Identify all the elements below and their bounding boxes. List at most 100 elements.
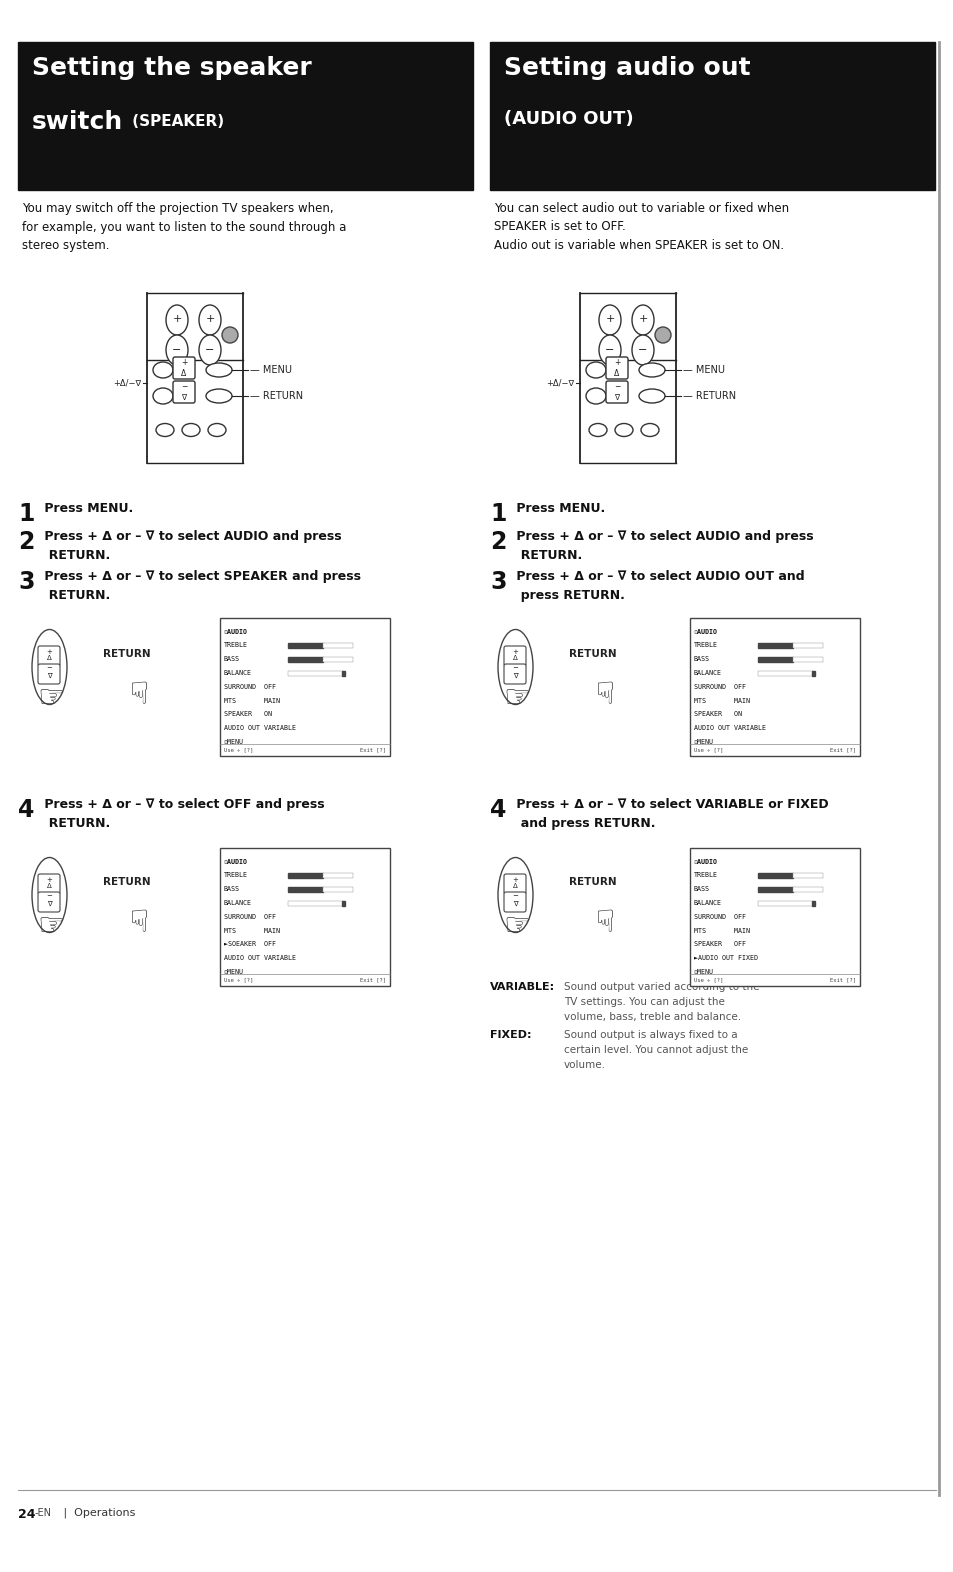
Bar <box>758 874 792 879</box>
Text: −
∇: − ∇ <box>512 893 517 907</box>
Text: +Δ/−∇: +Δ/−∇ <box>112 379 141 388</box>
Text: Use ÷ [?]: Use ÷ [?] <box>224 978 253 982</box>
Text: 3: 3 <box>490 571 506 594</box>
Bar <box>792 643 822 648</box>
Ellipse shape <box>32 629 67 704</box>
Text: ☉AUDIO: ☉AUDIO <box>224 858 248 865</box>
Ellipse shape <box>640 423 659 437</box>
Ellipse shape <box>199 305 221 335</box>
Text: −: − <box>638 344 647 355</box>
FancyBboxPatch shape <box>503 663 525 684</box>
Bar <box>792 874 822 879</box>
Bar <box>288 643 323 648</box>
Text: 24: 24 <box>18 1508 35 1522</box>
Ellipse shape <box>156 423 173 437</box>
Text: 4: 4 <box>18 799 34 822</box>
Text: ☉MENU: ☉MENU <box>224 968 244 975</box>
Ellipse shape <box>639 388 664 402</box>
Text: Sound output is always fixed to a: Sound output is always fixed to a <box>563 1030 737 1041</box>
Text: Setting the speaker: Setting the speaker <box>32 57 312 80</box>
Text: Press + Δ or – ∇ to select OFF and press: Press + Δ or – ∇ to select OFF and press <box>40 799 324 811</box>
FancyBboxPatch shape <box>503 646 525 667</box>
Text: +
Δ: + Δ <box>613 358 619 377</box>
Text: 2: 2 <box>490 530 506 553</box>
Text: SURROUND  OFF: SURROUND OFF <box>224 913 275 920</box>
Text: ☞: ☞ <box>37 912 64 942</box>
Ellipse shape <box>182 423 200 437</box>
Text: volume.: volume. <box>563 1060 605 1071</box>
Text: volume, bass, treble and balance.: volume, bass, treble and balance. <box>563 1012 740 1022</box>
FancyBboxPatch shape <box>503 891 525 912</box>
Text: −
∇: − ∇ <box>512 665 517 679</box>
Text: AUDIO OUT VARIABLE: AUDIO OUT VARIABLE <box>224 956 295 960</box>
Text: +
Δ: + Δ <box>181 358 187 377</box>
Bar <box>323 643 353 648</box>
Text: 3: 3 <box>18 571 34 594</box>
Bar <box>341 671 345 676</box>
Ellipse shape <box>615 423 633 437</box>
Text: Use ÷ [?]: Use ÷ [?] <box>693 978 722 982</box>
Text: +: + <box>638 314 647 324</box>
Text: TREBLE: TREBLE <box>224 872 248 879</box>
Text: ☉AUDIO: ☉AUDIO <box>693 629 718 635</box>
Bar <box>758 657 792 662</box>
Text: 1: 1 <box>18 501 34 527</box>
Bar <box>323 887 353 893</box>
Text: BASS: BASS <box>224 656 240 662</box>
Bar <box>792 887 822 893</box>
Bar <box>288 874 323 879</box>
Bar <box>288 901 343 905</box>
Text: +: + <box>172 314 181 324</box>
Ellipse shape <box>639 363 664 377</box>
Text: −
∇: − ∇ <box>613 382 619 402</box>
Text: BALANCE: BALANCE <box>224 670 252 676</box>
Ellipse shape <box>497 857 533 932</box>
Text: RETURN.: RETURN. <box>40 549 111 563</box>
Text: Exit [?]: Exit [?] <box>829 748 855 753</box>
Ellipse shape <box>199 335 221 365</box>
Text: RETURN: RETURN <box>103 877 151 887</box>
FancyBboxPatch shape <box>605 380 627 402</box>
Text: ☞: ☞ <box>584 909 614 935</box>
Text: AUDIO OUT VARIABLE: AUDIO OUT VARIABLE <box>693 725 765 731</box>
Ellipse shape <box>32 857 67 932</box>
Text: MTS       MAIN: MTS MAIN <box>224 698 280 704</box>
Text: MTS       MAIN: MTS MAIN <box>693 927 749 934</box>
Bar <box>220 618 390 756</box>
Text: Press + Δ or – ∇ to select AUDIO OUT and: Press + Δ or – ∇ to select AUDIO OUT and <box>512 571 803 583</box>
Bar <box>689 847 859 986</box>
Text: 2: 2 <box>18 530 34 553</box>
Text: You can select audio out to variable or fixed when
SPEAKER is set to OFF.
Audio : You can select audio out to variable or … <box>494 201 788 252</box>
Text: — MENU: — MENU <box>250 365 292 376</box>
Bar <box>288 887 323 893</box>
Text: ☉MENU: ☉MENU <box>224 739 244 745</box>
Text: RETURN: RETURN <box>569 649 617 659</box>
Text: ►AUDIO OUT FIXED: ►AUDIO OUT FIXED <box>693 956 758 960</box>
Text: +Δ/−∇: +Δ/−∇ <box>545 379 574 388</box>
Text: (SPEAKER): (SPEAKER) <box>127 115 224 129</box>
Text: RETURN.: RETURN. <box>512 549 581 563</box>
Bar <box>341 901 345 905</box>
Text: −: − <box>172 344 181 355</box>
Text: (AUDIO OUT): (AUDIO OUT) <box>503 110 633 127</box>
Ellipse shape <box>206 363 232 377</box>
Bar <box>758 643 792 648</box>
Text: TREBLE: TREBLE <box>224 643 248 648</box>
Ellipse shape <box>222 327 237 343</box>
Text: press RETURN.: press RETURN. <box>512 590 624 602</box>
Text: BASS: BASS <box>224 887 240 893</box>
Ellipse shape <box>631 335 654 365</box>
Bar <box>18 42 473 190</box>
Text: Exit [?]: Exit [?] <box>829 978 855 982</box>
Text: ☞: ☞ <box>119 909 148 935</box>
Text: TREBLE: TREBLE <box>693 872 718 879</box>
Bar <box>758 901 812 905</box>
Ellipse shape <box>588 423 606 437</box>
Ellipse shape <box>208 423 226 437</box>
Text: ☉MENU: ☉MENU <box>693 739 713 745</box>
Text: −
∇: − ∇ <box>181 382 187 402</box>
FancyBboxPatch shape <box>38 891 60 912</box>
Text: and press RETURN.: and press RETURN. <box>512 817 655 830</box>
Text: SPEAKER   ON: SPEAKER ON <box>693 711 741 717</box>
FancyBboxPatch shape <box>38 874 60 894</box>
